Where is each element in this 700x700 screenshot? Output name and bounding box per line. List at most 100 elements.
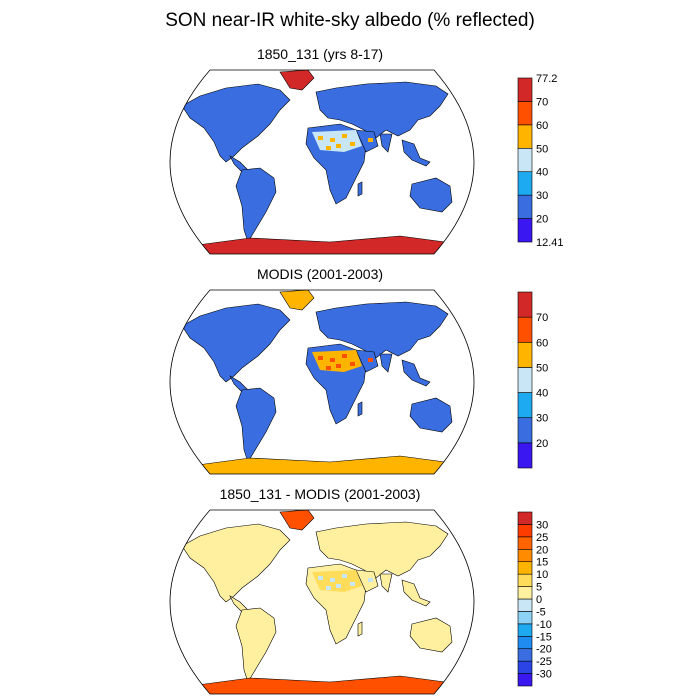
desert-grid-cell [326, 146, 331, 150]
desert-grid-cell [350, 142, 355, 146]
desert-grid-cell [368, 138, 373, 142]
europe-asia-landmass [315, 81, 449, 139]
colorbar-tick-label: -30 [536, 669, 552, 681]
figure-title: SON near-IR white-sky albedo (% reflecte… [165, 10, 535, 31]
se-asia-landmass [401, 359, 431, 387]
colorbar-swatch [517, 392, 533, 419]
colorbar-swatch [517, 524, 533, 538]
colorbar-swatch [517, 77, 533, 102]
antarctica-landmass [179, 235, 471, 254]
colorbar-tick-label: 40 [536, 167, 548, 179]
desert-grid-cell [342, 354, 347, 358]
panel-1-colorbar: 12.41 20 30 40 50 60 70 77.2 [517, 73, 564, 249]
colorbar-tick-label: -10 [536, 619, 552, 631]
map-frame [169, 509, 475, 695]
panel-2-title: MODIS (2001-2003) [256, 266, 384, 282]
colorbar-swatch [517, 124, 533, 149]
colorbar-tick-label: -25 [536, 656, 552, 668]
colorbar-swatch [517, 101, 533, 126]
south-america-landmass [235, 167, 277, 243]
colorbar-tick-label: 30 [536, 413, 548, 425]
panel-3-title: 1850_131 - MODIS (2001-2003) [219, 486, 421, 502]
colorbar-swatch [517, 561, 533, 575]
colorbar-swatch [517, 341, 533, 368]
panel-3-map [169, 509, 475, 695]
desert-grid-cell [336, 364, 341, 368]
colorbar-swatch [517, 648, 533, 662]
desert-grid-cell [326, 586, 331, 590]
colorbar-swatch [517, 660, 533, 674]
colorbar-swatch [517, 573, 533, 587]
colorbar-tick-label: 60 [536, 337, 548, 349]
arabia-landmass [355, 129, 379, 153]
colorbar-swatch [517, 442, 533, 469]
desert-grid-cell [326, 366, 331, 370]
colorbar-swatch [517, 511, 533, 525]
colorbar-tick-label: 20 [536, 214, 548, 226]
colorbar-tick-label: 50 [536, 362, 548, 374]
madagascar-landmass [357, 181, 363, 197]
se-asia-landmass [401, 579, 431, 607]
madagascar-landmass [357, 621, 363, 637]
antarctica-landmass [179, 455, 471, 474]
colorbar-swatch [517, 586, 533, 600]
desert-grid-cell [330, 138, 335, 142]
antarctica-landmass [179, 675, 471, 694]
greenland-landmass [279, 70, 315, 91]
colorbar-tick-label: 20 [536, 544, 548, 556]
colorbar-swatch [517, 611, 533, 625]
colorbar-tick-label: 5 [536, 582, 542, 594]
north-america-landmass [181, 83, 291, 163]
greenland-landmass [279, 510, 315, 531]
colorbar-swatch [517, 218, 533, 243]
desert-grid-cell [342, 574, 347, 578]
panel-2-colorbar: 20 30 40 50 60 70 [517, 291, 548, 469]
arabia-landmass [355, 349, 379, 373]
colorbar-tick-label: 70 [536, 312, 548, 324]
colorbar-tick-label: 70 [536, 96, 548, 108]
sahara-region [312, 350, 362, 372]
colorbar-swatch [517, 598, 533, 612]
australia-landmass [409, 397, 453, 433]
desert-grid-cell [350, 362, 355, 366]
south-america-landmass [235, 387, 277, 463]
colorbar-swatch [517, 548, 533, 563]
colorbar-swatch [517, 635, 533, 650]
colorbar-swatch [517, 673, 533, 687]
colorbar-tick-label: 77.2 [536, 73, 557, 85]
colorbar-swatch [517, 194, 533, 219]
colorbar-tick-label: 12.41 [536, 237, 564, 249]
europe-asia-landmass [315, 301, 449, 359]
south-america-landmass [235, 607, 277, 683]
colorbar-tick-label: 20 [536, 438, 548, 450]
desert-grid-cell [318, 576, 323, 580]
colorbar-tick-label: 10 [536, 569, 548, 581]
australia-landmass [409, 177, 453, 213]
sahara-region [312, 130, 362, 152]
map-frame [169, 289, 475, 475]
colorbar-tick-label: 30 [536, 190, 548, 202]
colorbar-tick-label: 15 [536, 557, 548, 569]
colorbar-swatch [517, 291, 533, 318]
colorbar-swatch [517, 171, 533, 196]
desert-grid-cell [368, 358, 373, 362]
colorbar-swatch [517, 316, 533, 343]
madagascar-landmass [357, 401, 363, 417]
colorbar-tick-label: 30 [536, 519, 548, 531]
colorbar-tick-label: -5 [536, 606, 546, 618]
colorbar-tick-label: 25 [536, 532, 548, 544]
desert-grid-cell [350, 582, 355, 586]
colorbar-tick-label: 50 [536, 143, 548, 155]
colorbar-swatch [517, 417, 533, 444]
desert-grid-cell [342, 134, 347, 138]
india-landmass [379, 573, 393, 593]
panel-2-map [169, 289, 475, 475]
map-frame [169, 69, 475, 255]
colorbar-swatch [517, 536, 533, 550]
north-america-landmass [181, 303, 291, 383]
desert-grid-cell [336, 584, 341, 588]
desert-grid-cell [330, 578, 335, 582]
colorbar-swatch [517, 367, 533, 393]
panel-1-map [169, 69, 475, 255]
